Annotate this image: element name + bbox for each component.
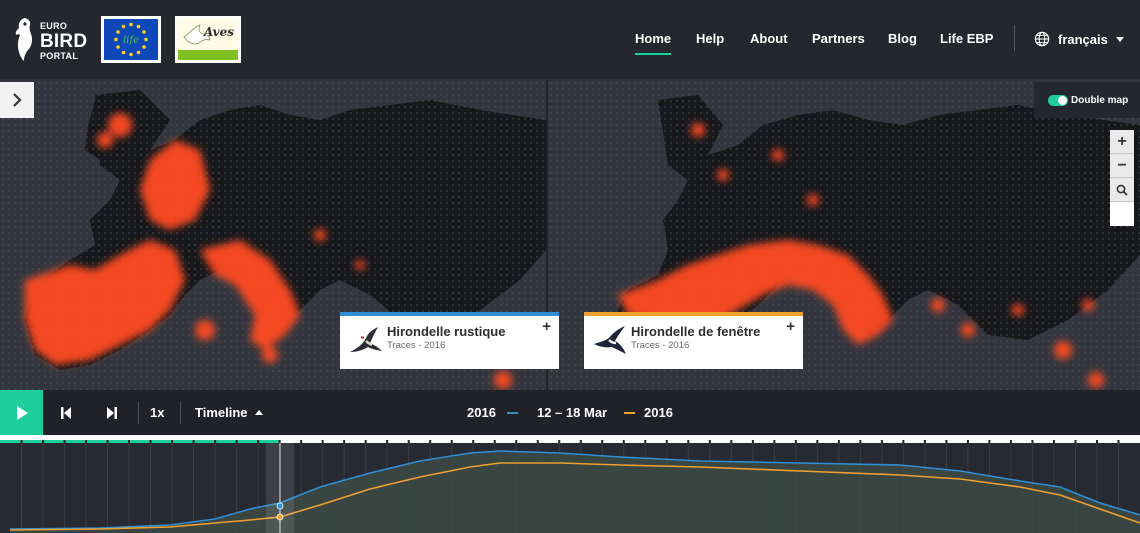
nav-home[interactable]: Home: [635, 31, 672, 55]
eu-star: [142, 45, 146, 49]
blue-series-marker: [507, 412, 518, 414]
orange-series-line: [9, 462, 1140, 531]
aves-logo-bar: [178, 50, 238, 60]
eu-star: [144, 37, 148, 42]
zoom-search-button[interactable]: [1110, 178, 1134, 202]
zoom-out-button[interactable]: −: [1110, 154, 1134, 178]
left-map[interactable]: [0, 80, 546, 390]
nav-blog[interactable]: Blog: [888, 31, 917, 46]
eu-star: [121, 24, 126, 29]
eu-star: [129, 52, 133, 57]
playback-controls: 1x Timeline 2016 12 – 18 Mar 2016: [0, 390, 1140, 435]
chevron-up-icon: [254, 410, 263, 415]
aves-logo-text: Aves: [203, 25, 234, 39]
eu-star: [116, 45, 120, 49]
timeline-chart[interactable]: [0, 443, 1140, 533]
play-button[interactable]: [0, 390, 43, 435]
top-header: EURO BIRD PORTAL life Aves Home Help Abo…: [0, 0, 1140, 80]
species-card-left[interactable]: Hirondelle rustique Traces - 2016 +: [340, 312, 559, 369]
step-forward-button[interactable]: [98, 390, 126, 435]
toggle-switch-icon: [1048, 94, 1068, 106]
sidebar-toggle-button[interactable]: [0, 82, 34, 118]
species-name: Hirondelle rustique: [387, 324, 506, 339]
euro-bird-portal-logo[interactable]: EURO BIRD PORTAL: [14, 16, 87, 67]
blue-playhead-dot: [276, 502, 284, 510]
species-subtitle: Traces - 2016: [387, 340, 446, 351]
nav-life-ebp[interactable]: Life EBP: [940, 31, 994, 46]
bird-logo-icon: [14, 16, 34, 67]
chevron-right-icon: [13, 93, 22, 107]
eu-star: [129, 22, 133, 27]
eu-star: [114, 37, 118, 42]
species-card-right[interactable]: Hirondelle de fenêtre Traces - 2016 +: [584, 312, 803, 369]
control-divider: [180, 402, 181, 424]
zoom-blank-area: [1110, 202, 1134, 226]
zoom-in-button[interactable]: +: [1110, 130, 1134, 154]
maps-area: Double map + − Hirondelle r: [0, 80, 1140, 390]
brand-wordmark: EURO BIRD PORTAL: [40, 22, 87, 61]
dove-icon: [183, 24, 211, 45]
magnifier-icon: [1116, 184, 1128, 196]
species-name: Hirondelle de fenêtre: [631, 324, 761, 339]
aves-logo[interactable]: Aves: [175, 16, 241, 63]
double-map-label: Double map: [1071, 94, 1129, 106]
left-map-canvas: [0, 80, 546, 390]
eu-star: [121, 50, 126, 55]
eu-stars-icon: life: [114, 22, 148, 57]
year-right: 2016: [644, 405, 673, 420]
skip-forward-icon: [107, 406, 117, 419]
nav-about[interactable]: About: [750, 31, 788, 46]
species-subtitle: Traces - 2016: [631, 340, 690, 351]
date-range: 12 – 18 Mar: [537, 405, 608, 420]
right-map[interactable]: [548, 80, 1140, 390]
nav-help[interactable]: Help: [696, 31, 725, 46]
orange-playhead-dot: [276, 513, 284, 521]
play-icon: [16, 405, 28, 420]
globe-icon: [1034, 31, 1058, 47]
brand-line-3: PORTAL: [40, 51, 79, 61]
add-species-button[interactable]: +: [542, 318, 551, 335]
blue-series-line: [9, 450, 1140, 530]
year-left: 2016: [467, 405, 496, 420]
house-martin-icon: [592, 324, 628, 363]
nav-partners[interactable]: Partners: [812, 31, 865, 46]
species-color-stripe: [584, 312, 803, 316]
eu-life-logo[interactable]: life: [101, 16, 161, 63]
nav-divider: [1014, 25, 1015, 51]
brand-line-1: EURO: [40, 21, 68, 31]
chevron-down-icon: [1115, 36, 1124, 42]
speed-button[interactable]: 1x: [150, 405, 165, 420]
double-map-toggle[interactable]: Double map: [1034, 82, 1140, 118]
skip-back-icon: [61, 406, 71, 419]
control-divider: [138, 402, 139, 424]
eu-life-text: life: [123, 35, 139, 46]
language-label: français: [1058, 31, 1108, 47]
eu-star: [142, 30, 146, 34]
orange-series-marker: [624, 412, 635, 414]
right-map-canvas: [548, 80, 1140, 390]
map-zoom-controls: + −: [1110, 130, 1134, 226]
timeline-label: Timeline: [195, 405, 248, 420]
timeline-toggle[interactable]: Timeline: [195, 405, 263, 420]
species-color-stripe: [340, 312, 559, 316]
brand-line-2: BIRD: [40, 31, 88, 52]
abundance-curves: [9, 443, 1140, 533]
step-back-button[interactable]: [52, 390, 80, 435]
eu-star: [116, 30, 120, 34]
eu-star: [136, 50, 141, 55]
language-selector[interactable]: français: [1034, 31, 1124, 47]
eu-star: [136, 24, 141, 29]
timeline-week-ticks[interactable]: [0, 435, 1140, 448]
add-species-button[interactable]: +: [786, 318, 795, 335]
map-divider: [546, 80, 548, 390]
barn-swallow-icon: [348, 324, 384, 363]
